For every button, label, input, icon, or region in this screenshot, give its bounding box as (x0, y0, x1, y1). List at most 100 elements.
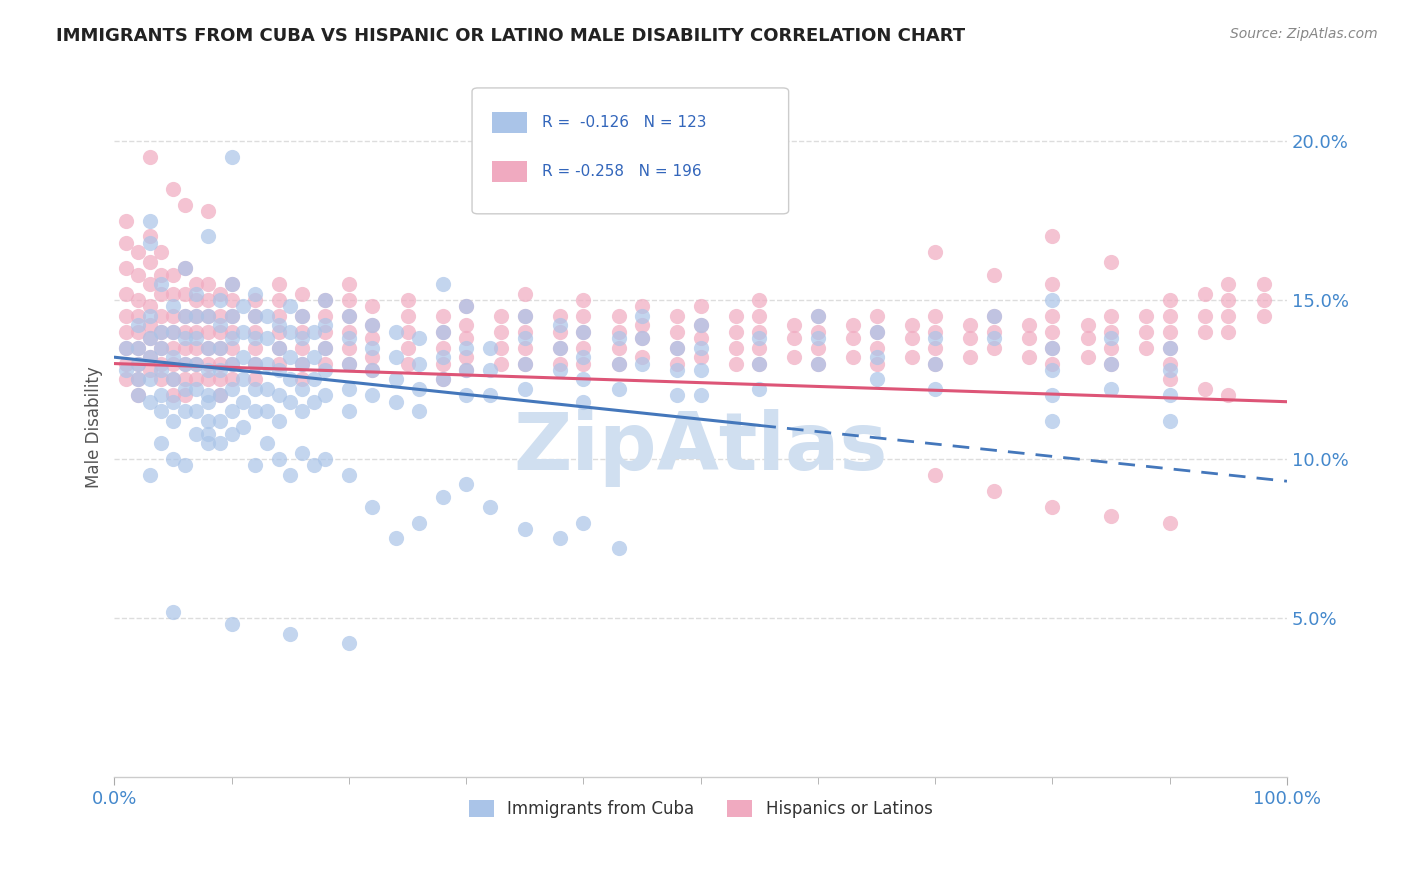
Point (138, 394, 160, 409)
Point (337, 467, 360, 482)
Point (221, 357, 243, 371)
Point (162, 299, 184, 313)
Point (1194, 325, 1216, 339)
Point (173, 458, 195, 473)
Point (385, 394, 408, 409)
Point (631, 350, 654, 364)
Point (173, 388, 195, 402)
Point (314, 341, 336, 355)
Point (842, 331, 865, 345)
Point (150, 277, 173, 291)
Point (1159, 414, 1181, 428)
Point (1099, 309, 1122, 323)
Point (197, 388, 219, 402)
Point (478, 341, 501, 355)
Point (162, 372, 184, 386)
Point (302, 325, 325, 339)
Point (337, 331, 360, 345)
Point (432, 277, 454, 291)
Point (1042, 293, 1064, 307)
Point (548, 309, 571, 323)
Point (138, 350, 160, 364)
Point (1218, 293, 1240, 307)
Point (924, 245, 946, 260)
Point (278, 350, 301, 364)
Point (491, 325, 513, 339)
Point (314, 309, 336, 323)
Point (361, 363, 384, 377)
Point (361, 341, 384, 355)
Point (150, 372, 173, 386)
Point (1194, 309, 1216, 323)
Point (385, 350, 408, 364)
Point (221, 150, 243, 164)
Point (385, 372, 408, 386)
Point (607, 382, 630, 396)
Point (162, 372, 184, 386)
Point (221, 331, 243, 345)
Point (138, 235, 160, 250)
FancyBboxPatch shape (472, 88, 789, 214)
Point (186, 382, 208, 396)
Point (221, 309, 243, 323)
Point (243, 357, 266, 371)
Point (243, 325, 266, 339)
Point (267, 309, 290, 323)
Point (666, 325, 689, 339)
Point (173, 261, 195, 276)
Point (548, 357, 571, 371)
Point (127, 268, 149, 282)
Point (807, 309, 830, 323)
Point (983, 309, 1005, 323)
Point (666, 309, 689, 323)
Point (631, 309, 654, 323)
Point (267, 277, 290, 291)
Point (432, 325, 454, 339)
Point (221, 309, 243, 323)
Point (385, 532, 408, 546)
Point (243, 331, 266, 345)
Point (408, 404, 430, 418)
Point (337, 357, 360, 371)
Point (432, 357, 454, 371)
Point (1159, 341, 1181, 355)
Point (456, 331, 478, 345)
Point (1042, 325, 1064, 339)
Point (208, 293, 231, 307)
Point (337, 382, 360, 396)
Point (138, 213, 160, 227)
Point (572, 325, 595, 339)
Point (221, 372, 243, 386)
Point (783, 331, 806, 345)
Point (197, 357, 219, 371)
Point (221, 293, 243, 307)
Point (314, 363, 336, 377)
Point (138, 331, 160, 345)
Point (807, 357, 830, 371)
Point (162, 350, 184, 364)
Point (1253, 293, 1275, 307)
Point (396, 357, 419, 371)
Point (173, 261, 195, 276)
Point (232, 325, 254, 339)
Point (162, 182, 184, 196)
Point (186, 309, 208, 323)
Point (724, 309, 747, 323)
Point (243, 309, 266, 323)
Point (491, 309, 513, 323)
Point (138, 255, 160, 269)
Point (127, 245, 149, 260)
Point (1159, 341, 1181, 355)
Point (138, 318, 160, 333)
Point (138, 150, 160, 164)
Point (232, 420, 254, 434)
Point (243, 404, 266, 418)
Point (115, 235, 138, 250)
Point (1042, 357, 1064, 371)
Point (221, 325, 243, 339)
Point (115, 261, 138, 276)
Point (666, 363, 689, 377)
Point (983, 331, 1005, 345)
Point (1218, 325, 1240, 339)
Point (162, 452, 184, 467)
